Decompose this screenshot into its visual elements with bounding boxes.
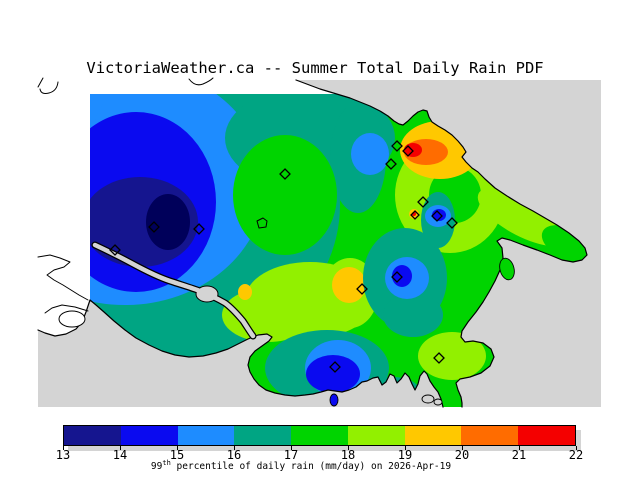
station-marker	[193, 223, 205, 235]
islet-gray-1	[421, 394, 435, 404]
colorbar-ticklabel-19: 19	[397, 448, 413, 462]
colorbar-segment-21-22	[518, 426, 576, 445]
coastline-northeast	[295, 79, 588, 408]
station-marker	[356, 283, 368, 295]
caption-superscript: th	[162, 459, 171, 467]
coastline-sooke-bays	[37, 254, 89, 301]
station-marker	[431, 210, 443, 222]
station-marker	[410, 210, 420, 220]
lake-outline-small	[256, 217, 268, 229]
colorbar-segment-14-15	[120, 426, 178, 445]
inlet-channel	[91, 241, 257, 340]
station-marker	[417, 196, 429, 208]
colorbar-ticklabel-13: 13	[55, 448, 71, 462]
station-marker	[446, 217, 458, 229]
coastline-spit	[44, 304, 89, 314]
land-mainland-northeast	[296, 80, 601, 407]
colorbar-tickmark-14	[120, 446, 121, 450]
station-marker	[391, 140, 403, 152]
colorbar-segment-17-18	[291, 426, 348, 445]
colorbar-tickmark-22	[576, 446, 577, 450]
caption-prefix: 99	[150, 461, 163, 473]
station-marker	[148, 221, 160, 233]
colorbar-segment-15-16	[177, 426, 235, 445]
colorbar-tickmark-19	[405, 446, 406, 450]
station-marker	[402, 145, 414, 157]
coastline-fragment-topleft	[37, 77, 59, 94]
colorbar-tickmark-16	[234, 446, 235, 450]
colorbar-tickmark-20	[462, 446, 463, 450]
colorbar-ticklabel-14: 14	[112, 448, 128, 462]
land-south-shore	[38, 300, 443, 407]
colorbar-segment-19-20	[404, 426, 462, 445]
lake-outline	[58, 310, 86, 328]
islet-green	[499, 257, 515, 281]
colorbar-tickmark-18	[348, 446, 349, 450]
colorbar-tickmark-15	[177, 446, 178, 450]
colorbar-caption: 99th percentile of daily rain (mm/day) o…	[0, 459, 602, 472]
colorbar-ticklabel-21: 21	[511, 448, 527, 462]
colorbar-ticklabel-15: 15	[169, 448, 185, 462]
caption-rest: percentile of daily rain (mm/day) on 202…	[170, 461, 452, 473]
station-marker	[109, 244, 121, 256]
colorbar-segment-16-17	[234, 426, 292, 445]
station-marker	[385, 158, 397, 170]
colorbar-segment-13-14	[64, 426, 121, 445]
map-title: VictoriaWeather.ca -- Summer Total Daily…	[86, 59, 544, 77]
colorbar-ticklabel-20: 20	[454, 448, 470, 462]
colorbar	[63, 425, 576, 446]
coastline-fragment-under-title	[188, 77, 214, 86]
station-marker	[329, 361, 341, 373]
colorbar-tickmark-17	[291, 446, 292, 450]
islet-gray-2	[433, 398, 443, 406]
colorbar-ticklabel-17: 17	[283, 448, 299, 462]
station-marker	[279, 168, 291, 180]
colorbar-ticklabel-18: 18	[340, 448, 356, 462]
colorbar-tickmark-21	[519, 446, 520, 450]
colorbar-ticklabel-16: 16	[226, 448, 242, 462]
islet-blue-harbor	[329, 393, 339, 407]
colorbar-tickmark-13	[63, 446, 64, 450]
colorbar-ticklabel-22: 22	[568, 448, 584, 462]
station-marker	[433, 352, 445, 364]
station-markers	[109, 140, 458, 373]
coastline-south	[37, 299, 444, 408]
colorbar-segment-18-19	[347, 426, 405, 445]
station-marker	[391, 271, 403, 283]
colorbar-segment-20-21	[461, 426, 519, 445]
